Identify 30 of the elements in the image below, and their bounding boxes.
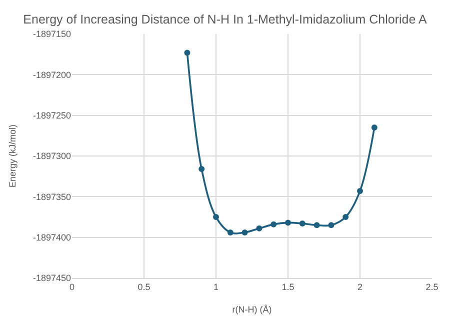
point [184, 50, 190, 56]
x-tick-label: 2.5 [426, 282, 438, 292]
x-tick-label: 2 [357, 282, 363, 292]
x-tick-label: 0 [69, 282, 75, 292]
point [342, 214, 349, 220]
point [285, 220, 291, 226]
point [270, 221, 277, 228]
point [299, 220, 306, 227]
y-tick-label: -1897400 [32, 232, 71, 242]
x-axis-title: r(N-H) (Å) [232, 304, 272, 315]
point [227, 229, 234, 236]
y-tick-label: -1897300 [32, 151, 71, 162]
y-tick-label: -1897450 [32, 273, 71, 284]
y-tick-label: -1897250 [32, 110, 71, 120]
point [242, 229, 248, 236]
chart-title: Energy of Increasing Distance of N-H In 1-Methyl-Imidazolium Chloride A [23, 12, 428, 26]
point [357, 188, 363, 194]
point [213, 214, 219, 220]
point [256, 225, 262, 232]
y-tick-label: -1897350 [32, 192, 71, 202]
y-tick-label: -1897200 [32, 70, 71, 80]
y-axis-title: Energy (kJ/mol) [7, 124, 18, 188]
y-tick-label: -1897150 [32, 29, 71, 40]
point [371, 124, 378, 131]
point [198, 166, 205, 172]
x-tick-label: 0.5 [138, 282, 150, 292]
point [314, 222, 320, 228]
point [328, 222, 334, 228]
x-tick-label: 1 [213, 282, 219, 292]
x-tick-label: 1.5 [282, 282, 294, 292]
